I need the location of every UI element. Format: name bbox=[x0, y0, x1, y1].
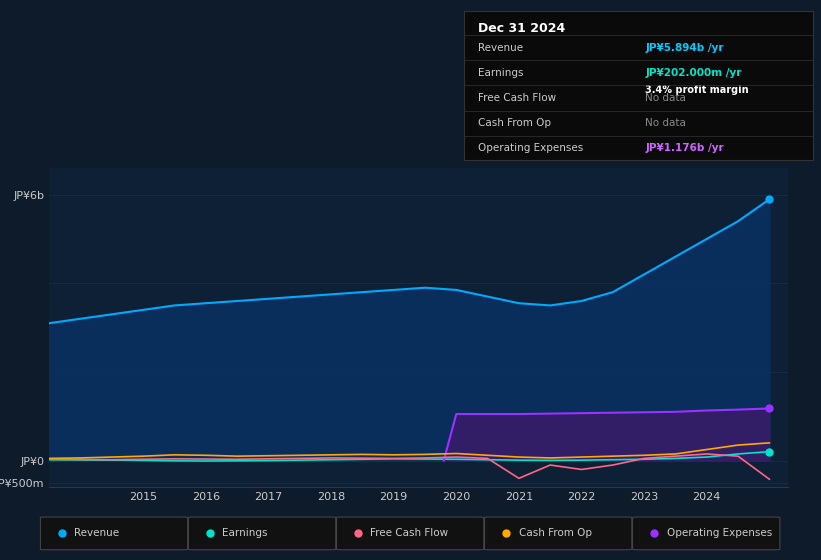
Text: JP¥1.176b /yr: JP¥1.176b /yr bbox=[645, 143, 724, 153]
FancyBboxPatch shape bbox=[337, 517, 484, 550]
Text: Cash From Op: Cash From Op bbox=[478, 118, 551, 128]
FancyBboxPatch shape bbox=[189, 517, 336, 550]
Text: No data: No data bbox=[645, 118, 686, 128]
Text: Earnings: Earnings bbox=[222, 529, 268, 538]
Text: Revenue: Revenue bbox=[75, 529, 120, 538]
Text: Revenue: Revenue bbox=[478, 43, 523, 53]
Text: JP¥202.000m /yr: JP¥202.000m /yr bbox=[645, 68, 741, 78]
FancyBboxPatch shape bbox=[484, 517, 632, 550]
Text: No data: No data bbox=[645, 93, 686, 103]
Text: Dec 31 2024: Dec 31 2024 bbox=[478, 22, 565, 35]
Text: Free Cash Flow: Free Cash Flow bbox=[478, 93, 556, 103]
Text: Earnings: Earnings bbox=[478, 68, 523, 78]
Text: 3.4% profit margin: 3.4% profit margin bbox=[645, 85, 749, 95]
Text: Free Cash Flow: Free Cash Flow bbox=[370, 529, 448, 538]
Text: Operating Expenses: Operating Expenses bbox=[667, 529, 772, 538]
Text: Operating Expenses: Operating Expenses bbox=[478, 143, 583, 153]
FancyBboxPatch shape bbox=[40, 517, 188, 550]
FancyBboxPatch shape bbox=[632, 517, 780, 550]
Text: Cash From Op: Cash From Op bbox=[519, 529, 591, 538]
Text: JP¥5.894b /yr: JP¥5.894b /yr bbox=[645, 43, 724, 53]
